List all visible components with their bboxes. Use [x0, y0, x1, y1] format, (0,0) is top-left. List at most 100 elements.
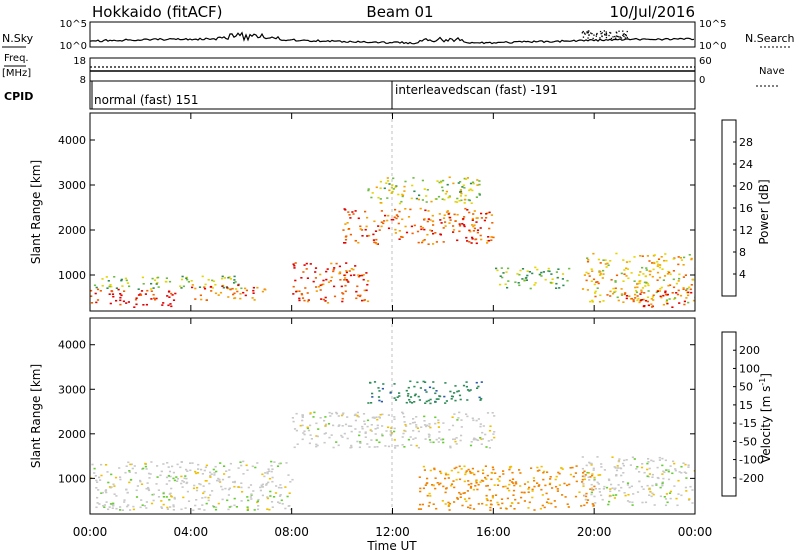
velocity-cell	[346, 437, 349, 440]
power-cell	[639, 280, 642, 282]
velocity-cell	[444, 491, 447, 494]
velocity-cell	[145, 468, 148, 470]
velocity-cell	[233, 480, 236, 483]
power-cell	[349, 217, 352, 219]
velocity-cell	[538, 469, 541, 472]
power-cell	[117, 288, 120, 291]
velocity-cell	[323, 441, 326, 444]
velocity-cell	[450, 398, 453, 400]
velocity-cell	[609, 488, 612, 490]
power-cell	[640, 291, 643, 293]
velocity-cell	[512, 489, 516, 492]
velocity-cell	[486, 499, 489, 502]
power-cell	[471, 236, 474, 239]
velocity-cell	[356, 440, 359, 443]
power-cell	[587, 259, 590, 261]
velocity-cell	[204, 480, 207, 482]
velocity-cell	[678, 471, 681, 473]
power-cell	[521, 278, 524, 280]
power-cell	[150, 282, 153, 285]
power-cell	[423, 228, 426, 231]
velocity-cell	[474, 485, 477, 487]
power-cell	[449, 219, 452, 221]
velocity-cell	[393, 439, 396, 441]
velocity-cell	[445, 487, 448, 489]
power-cell	[585, 279, 588, 282]
velocity-cell	[434, 477, 437, 479]
velocity-cell	[168, 480, 171, 482]
power-cell	[534, 282, 537, 284]
velocity-cell	[475, 439, 478, 441]
power-cell	[348, 270, 351, 272]
velocity-cell	[269, 495, 272, 497]
power-cell	[365, 289, 368, 292]
power-cell	[672, 270, 675, 272]
velocity-cell	[590, 464, 593, 466]
velocity-cell	[429, 402, 432, 405]
power-cell	[475, 221, 478, 223]
velocity-cell	[217, 477, 220, 480]
power-cell	[382, 222, 385, 225]
velocity-cell	[491, 412, 494, 414]
power-cell	[127, 301, 130, 303]
velocity-cell	[375, 416, 378, 418]
power-cell	[650, 298, 653, 300]
velocity-cell	[487, 440, 490, 442]
power-cell	[252, 286, 255, 289]
power-cell	[473, 210, 476, 212]
power-cell	[652, 268, 655, 271]
power-cell	[589, 300, 592, 303]
velocity-cell	[465, 470, 468, 472]
velocity-cell	[459, 398, 462, 401]
velocity-cell	[481, 469, 485, 471]
velocity-cell	[587, 476, 590, 478]
power-cell	[519, 269, 522, 272]
velocity-cell	[160, 506, 163, 508]
velocity-cell	[309, 413, 312, 415]
power-cell	[168, 280, 172, 283]
velocity-cell	[425, 425, 428, 428]
power-cell	[329, 280, 332, 282]
velocity-cell	[354, 428, 357, 430]
power-cell	[692, 279, 695, 281]
velocity-cell	[594, 487, 597, 490]
velocity-cell	[432, 503, 435, 505]
velocity-cell	[591, 503, 594, 505]
velocity-cell	[364, 432, 367, 434]
power-cell	[171, 294, 174, 296]
velocity-cell	[416, 427, 419, 429]
power-cell	[212, 280, 215, 283]
velocity-cell	[105, 491, 108, 494]
power-cell	[341, 292, 344, 294]
velocity-cell	[583, 504, 586, 507]
power-cell	[470, 242, 473, 244]
velocity-cell	[491, 472, 494, 474]
velocity-cell	[289, 508, 293, 511]
velocity-cell	[428, 492, 431, 495]
velocity-cell	[475, 419, 478, 422]
velocity-cell	[490, 439, 493, 441]
power-cell	[332, 268, 335, 271]
velocity-cell	[558, 484, 561, 486]
velocity-cell	[593, 478, 596, 481]
velocity-cell	[180, 482, 183, 485]
velocity-cell	[194, 504, 197, 507]
noise-panel: N.Sky N.Search 10^5 10^0 10^5 10^0	[2, 19, 795, 52]
power-cell	[644, 299, 648, 302]
power-heatmap	[90, 176, 695, 308]
power-cell	[357, 275, 360, 278]
velocity-cell	[263, 475, 266, 478]
velocity-cell	[669, 465, 672, 467]
power-cell	[475, 238, 478, 240]
velocity-cell	[259, 486, 262, 489]
power-cell	[444, 193, 447, 195]
power-cell	[518, 284, 521, 287]
velocity-cell	[419, 503, 422, 506]
velocity-cell	[169, 506, 172, 508]
power-cell	[622, 280, 625, 282]
power-cell	[375, 186, 378, 189]
power-cell	[525, 276, 528, 279]
power-cell	[443, 214, 446, 216]
velocity-cell	[156, 476, 159, 478]
power-cell	[342, 229, 345, 231]
